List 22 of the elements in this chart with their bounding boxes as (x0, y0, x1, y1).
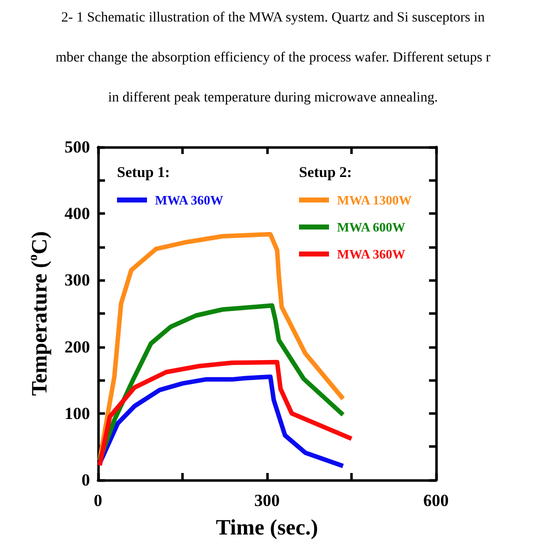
x-tick-label: 300 (254, 491, 280, 510)
legend-label: MWA 360W (337, 246, 406, 262)
y-tick-label: 300 (64, 270, 90, 290)
annotation: Setup 1: (117, 165, 170, 181)
y-tick-label: 200 (64, 337, 90, 356)
annotation: Setup 2: (299, 165, 352, 181)
y-tick-label: 100 (64, 404, 90, 423)
x-axis-title: Time (sec.) (216, 514, 318, 540)
y-tick-label: 0 (82, 470, 90, 490)
text: in different peak temperature during microwave annealing. (108, 90, 438, 106)
legend-label: MWA 360W (155, 192, 224, 208)
x-tick-label: 600 (423, 491, 449, 510)
line-series (97, 360, 354, 468)
y-tick-label: 400 (64, 204, 90, 224)
y-tick-label: 500 (64, 138, 90, 156)
y-axis-title: Temperature (oC) (25, 231, 52, 396)
legend-label: MWA 1300W (337, 192, 412, 208)
text: mber change the absorption efficiency of the process wafer. Different setups r (56, 50, 491, 66)
line-series (97, 374, 346, 468)
legend-label: MWA 600W (337, 220, 406, 234)
text: 2- 1 Schematic illustration of the MWA system. Quartz and Si susceptors in (61, 10, 485, 26)
x-tick-label: 0 (94, 491, 102, 510)
